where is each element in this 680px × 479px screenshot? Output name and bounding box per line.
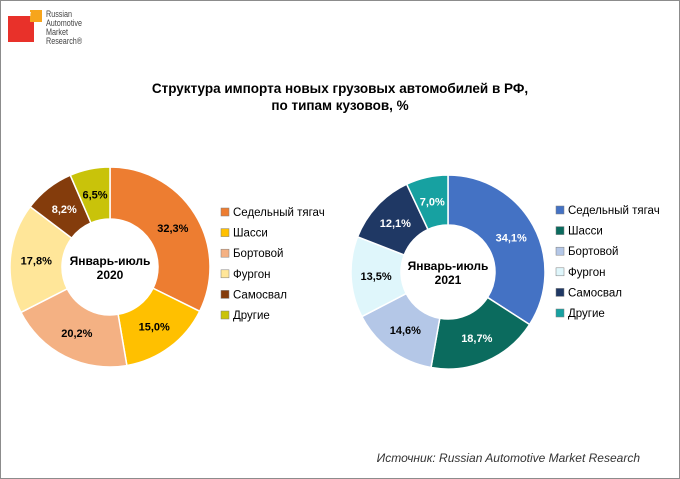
legend-label: Бортовой [233,248,283,260]
logo-orange-square [30,10,42,22]
legend-label: Самосвал [233,289,287,301]
legend-label: Шасси [233,228,268,240]
legend-swatch [220,269,230,279]
logo-line: Russian [46,9,73,19]
logo-line: Market [46,27,69,37]
donut-slice [19,287,128,368]
data-label: 18,7% [461,333,492,345]
center-label: Январь-июль [408,259,489,273]
ramr-logo: НАМИ Russian Automotive Market Research® [8,8,98,68]
legend-swatch [555,226,565,235]
center-label: 2020 [97,268,124,282]
data-label: 34,1% [496,233,527,245]
legend-swatch [555,267,565,277]
donut-chart-1: 32,3% 15,0% 20,2% 17,8% 8,2% 6,5% Январь-июль2… [9,166,325,368]
data-label: 12,1% [380,218,411,230]
chart-title: Структура импорта новых грузовых автомоб… [0,80,680,114]
logo-text: Russian Automotive Market Research® [46,10,82,46]
source-note: Источник: Russian Automotive Market Rese… [376,451,640,465]
donut-slice [405,174,449,231]
legend-label: Самосвал [568,287,622,299]
logo-badge: НАМИ [16,12,32,18]
logo-line: Research® [46,36,83,46]
legend-swatch [220,207,230,217]
data-label: 7,0% [420,197,445,209]
donut-slice [447,174,546,326]
data-label: 6,5% [82,190,107,202]
donut-slice [109,166,211,313]
chart-title-line-2: по типам кузовов, % [271,98,409,113]
legend-label: Седельный тягач [233,207,325,219]
legend-label: Бортовой [568,246,618,258]
chart-title-line-1: Структура импорта новых грузовых автомоб… [151,81,529,96]
legend-swatch [220,290,230,299]
legend-swatch [555,205,565,215]
logo-red-square [8,16,34,42]
data-label: 14,6% [390,325,421,337]
legend-label: Другие [233,310,270,322]
donut-chart-2: 34,1% 18,7% 14,6% 13,5% 12,1% 7,0% Январь-июль… [350,174,660,370]
donut-slice [69,166,111,224]
data-label: 15,0% [139,321,170,333]
legend-label: Шасси [568,226,603,238]
legend-swatch [220,228,230,237]
legend-label: Фургон [233,269,270,281]
legend-swatch [555,308,565,318]
data-label: 13,5% [361,271,392,283]
legend-label: Другие [568,308,605,320]
data-label: 8,2% [52,204,77,216]
legend-swatch [220,248,230,258]
legend-swatch [220,310,230,320]
data-label: 32,3% [157,223,188,235]
legend-label: Фургон [568,267,605,279]
data-label: 17,8% [21,255,52,267]
data-label: 20,2% [61,328,92,340]
center-label: Январь-июль [70,254,151,268]
legend-label: Седельный тягач [568,205,660,217]
center-label: 2021 [435,273,462,287]
legend-swatch [555,288,565,297]
legend-swatch [555,246,565,256]
logo-line: Automotive [46,18,83,28]
